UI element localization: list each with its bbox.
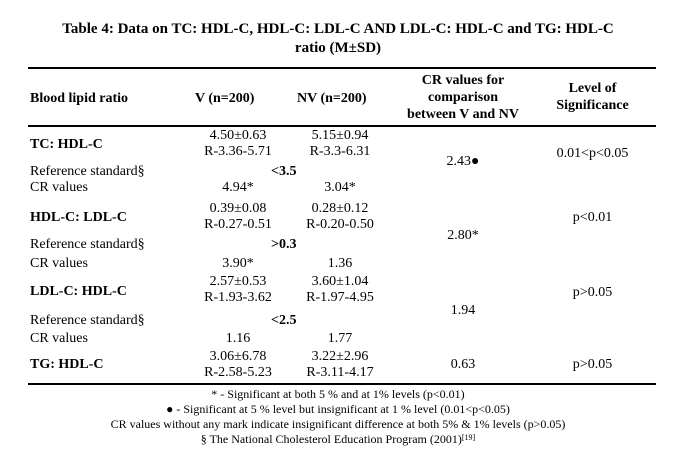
nv-mean: 3.60±1.04: [311, 274, 369, 289]
group-name: TG: HDL-C: [30, 357, 104, 372]
significance: p<0.01: [572, 210, 613, 225]
reference-value: <2.5: [271, 313, 297, 328]
cr-label: CR values: [30, 331, 88, 346]
reference-label: Reference standard§: [30, 237, 145, 252]
nv-range: R-0.20-0.50: [306, 217, 374, 232]
group-name: LDL-C: HDL-C: [30, 284, 127, 299]
significance: p>0.05: [572, 357, 613, 372]
col-header-sig-1: Level of: [568, 81, 617, 96]
cr-label: CR values: [30, 256, 88, 271]
reference-value: <3.5: [271, 164, 297, 179]
col-header-sig-2: Significance: [556, 98, 629, 113]
nv-mean: 5.15±0.94: [311, 128, 369, 143]
significance: 0.01<p<0.05: [556, 146, 629, 161]
table-title-line1: Table 4: Data on TC: HDL-C, HDL-C: LDL-C…: [62, 21, 614, 37]
cr-label: CR values: [30, 180, 88, 195]
col-header-v: V (n=200): [195, 91, 255, 106]
significance: p>0.05: [572, 285, 613, 300]
footnote-source: § The National Cholesterol Education Pro…: [0, 432, 676, 447]
col-header-cr-1: CR values for: [421, 73, 505, 88]
v-cr: 4.94*: [222, 180, 254, 195]
reference-label: Reference standard§: [30, 313, 145, 328]
nv-cr: 3.04*: [324, 180, 356, 195]
nv-cr: 1.36: [327, 256, 353, 271]
comparison-cr: 2.80*: [447, 228, 479, 243]
footnote-star: * - Significant at both 5 % and at 1% le…: [211, 387, 465, 401]
comparison-cr: 2.43●: [446, 154, 480, 169]
footnote-source-text: § The National Cholesterol Education Pro…: [200, 432, 462, 446]
table-title-line2: ratio (M±SD): [294, 40, 382, 56]
v-cr: 1.16: [225, 331, 251, 346]
bottom-rule: [28, 383, 656, 385]
v-cr: 3.90*: [222, 256, 254, 271]
v-mean: 3.06±6.78: [209, 349, 267, 364]
nv-mean: 0.28±0.12: [311, 201, 369, 216]
v-range: R-0.27-0.51: [204, 217, 272, 232]
v-range: R-1.93-3.62: [204, 290, 272, 305]
v-mean: 0.39±0.08: [209, 201, 267, 216]
footnote-source-ref: [19]: [461, 433, 476, 442]
col-header-nv: NV (n=200): [297, 91, 367, 106]
reference-value: >0.3: [271, 237, 297, 252]
nv-cr: 1.77: [327, 331, 353, 346]
group-name: TC: HDL-C: [30, 137, 103, 152]
nv-range: R-1.97-4.95: [306, 290, 374, 305]
v-range: R-3.36-5.71: [204, 144, 272, 159]
nv-mean: 3.22±2.96: [311, 349, 369, 364]
v-mean: 4.50±0.63: [209, 128, 267, 143]
col-header-cr-3: between V and NV: [407, 107, 519, 122]
col-header-cr-2: comparison: [428, 90, 498, 105]
footnote-no-mark: CR values without any mark indicate insi…: [110, 417, 566, 431]
comparison-cr: 1.94: [450, 303, 476, 318]
v-mean: 2.57±0.53: [209, 274, 267, 289]
col-header-ratio: Blood lipid ratio: [30, 91, 129, 106]
top-rule: [28, 67, 656, 69]
v-range: R-2.58-5.23: [204, 365, 272, 380]
header-rule: [28, 125, 656, 127]
nv-range: R-3.3-6.31: [309, 144, 371, 159]
group-name: HDL-C: LDL-C: [30, 210, 127, 225]
footnote-dot: ● - Significant at 5 % level but insigni…: [166, 402, 510, 416]
nv-range: R-3.11-4.17: [306, 365, 374, 380]
comparison-cr: 0.63: [450, 357, 476, 372]
reference-label: Reference standard§: [30, 164, 145, 179]
